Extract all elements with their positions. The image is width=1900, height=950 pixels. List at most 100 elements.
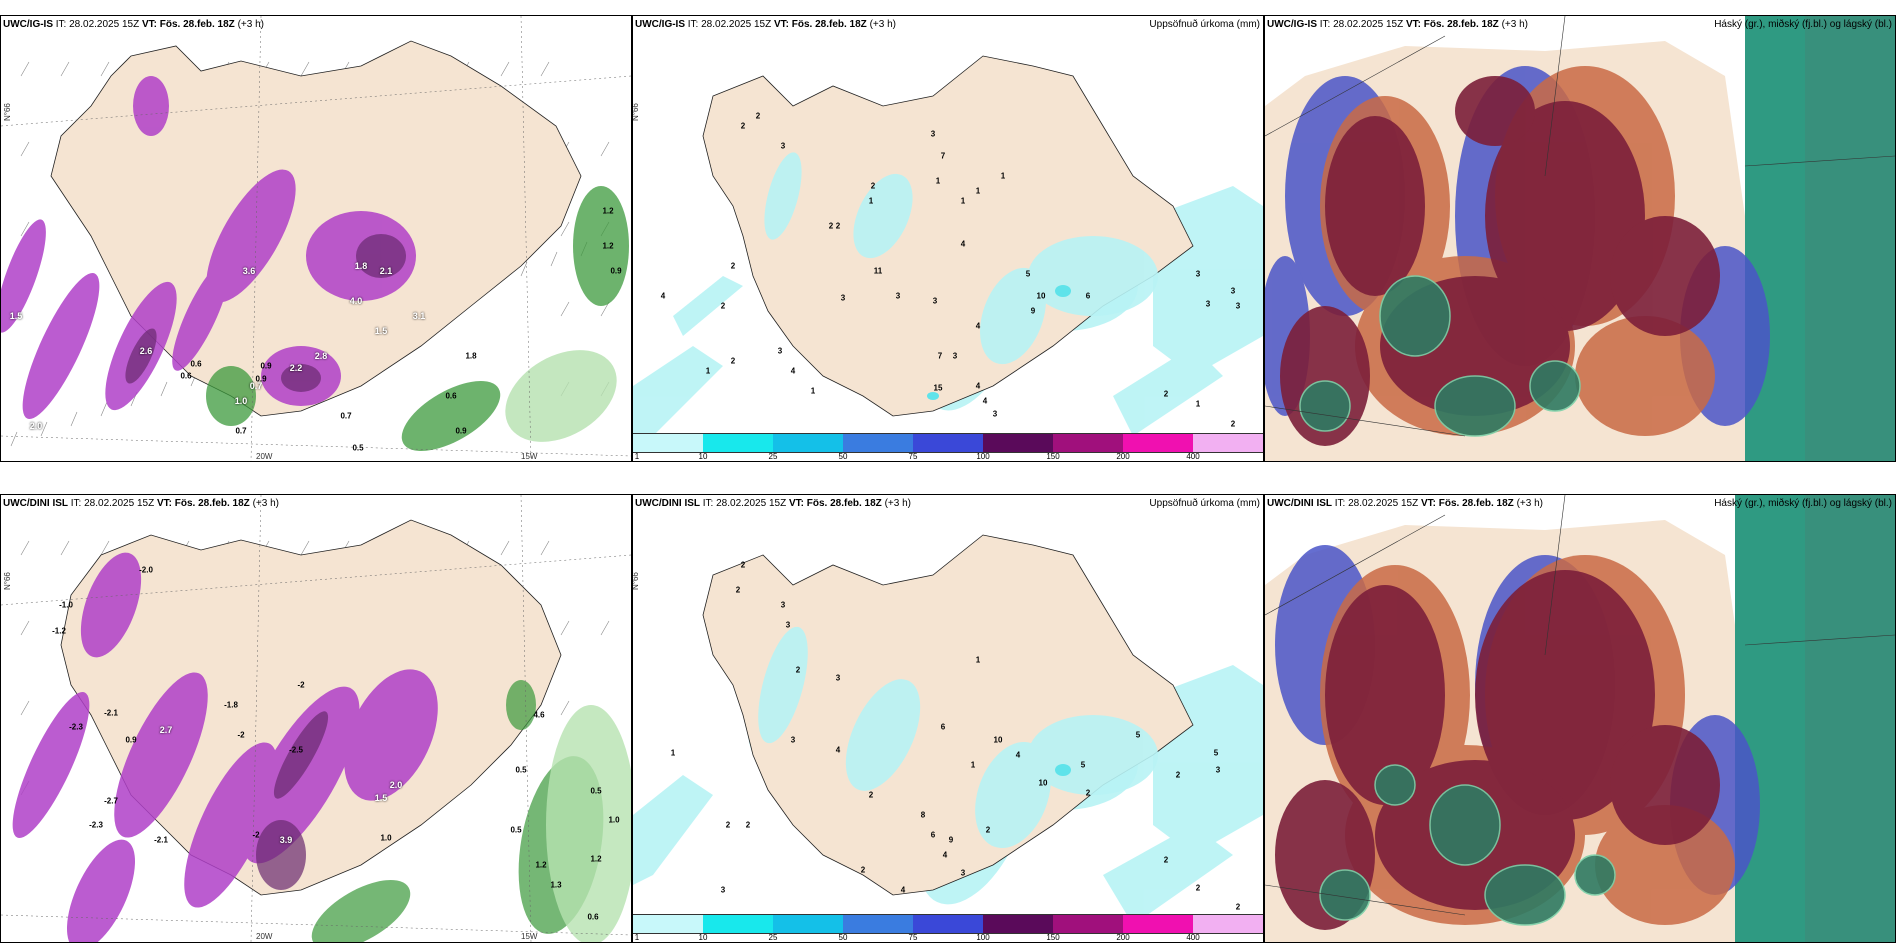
value-label: 5: [1080, 760, 1086, 770]
value-label: 1.0: [234, 396, 248, 406]
panel-title: UWC/IG-IS IT: 28.02.2025 15Z VT: Fös. 28…: [3, 19, 264, 30]
value-label: 1: [705, 366, 711, 376]
value-label: 1: [960, 196, 966, 206]
value-label: 15: [933, 383, 943, 393]
value-label: 1: [1195, 399, 1201, 409]
colorbar-swatch: [1193, 433, 1263, 453]
value-label: 2: [730, 356, 736, 366]
value-label: 4: [660, 291, 666, 301]
value-label: 0.9: [455, 426, 467, 436]
value-label: 3: [992, 409, 998, 419]
value-label: -2: [252, 830, 260, 840]
colorbar-tick: 50: [838, 452, 848, 461]
colorbar-tick: 25: [768, 933, 778, 942]
value-label: 2: [1085, 788, 1091, 798]
colorbar-tick: 75: [908, 452, 918, 461]
value-label: 0.9: [610, 266, 622, 276]
map-top-left: [1, 16, 631, 461]
colorbar-tick: 25: [768, 452, 778, 461]
value-label: 0.6: [180, 371, 192, 381]
colorbar-tick: 400: [1186, 452, 1200, 461]
colorbar-tick: 1: [634, 452, 640, 461]
value-label: 0.6: [190, 359, 202, 369]
value-label: -1.2: [52, 626, 66, 636]
value-label: 3: [1215, 765, 1221, 775]
value-label: 2: [745, 820, 751, 830]
lon-label-20w: 20W: [256, 452, 273, 461]
value-label: 3.1: [412, 311, 426, 321]
value-label: 1.0: [608, 815, 620, 825]
value-label: 10: [993, 735, 1003, 745]
value-label: 5: [1135, 730, 1141, 740]
value-label: -2: [297, 680, 305, 690]
value-label: 2.0: [389, 780, 403, 790]
value-label: 0.7: [235, 426, 247, 436]
value-label: 9: [948, 835, 954, 845]
value-label: 2: [828, 221, 834, 231]
value-label: -2.3: [69, 722, 83, 732]
value-label: 2: [720, 301, 726, 311]
value-label: 2: [740, 560, 746, 570]
value-label: 2: [1195, 883, 1201, 893]
panel-title: UWC/IG-IS IT: 28.02.2025 15Z VT: Fös. 28…: [635, 19, 896, 30]
value-label: 0.5: [352, 443, 364, 453]
panel-bottom-mid: UWC/DINI ISL IT: 28.02.2025 15Z VT: Fös.…: [632, 494, 1264, 943]
value-label: 3: [777, 346, 783, 356]
value-label: 1: [868, 196, 874, 206]
value-label: 3: [720, 885, 726, 895]
colorbar-tick: 10: [698, 452, 708, 461]
colorbar-swatch: [1053, 914, 1124, 934]
value-label: -2.5: [289, 745, 303, 755]
value-label: -2.0: [139, 565, 153, 575]
value-label: 4: [975, 381, 981, 391]
value-label: 1.5: [374, 326, 388, 336]
value-label: 3: [952, 351, 958, 361]
value-label: 2.1: [379, 266, 393, 276]
colorbar-tick: 1: [634, 933, 640, 942]
value-label: 2: [1175, 770, 1181, 780]
colorbar-swatch: [913, 914, 984, 934]
value-label: 3: [780, 600, 786, 610]
colorbar-swatch: [1123, 914, 1194, 934]
value-label: 3: [780, 141, 786, 151]
value-label: -1.8: [224, 700, 238, 710]
value-label: 2: [1163, 855, 1169, 865]
colorbar-tick: 400: [1186, 933, 1200, 942]
colorbar-tick: 200: [1116, 452, 1130, 461]
colorbar-swatch: [913, 433, 984, 453]
map-top-right: [1265, 16, 1895, 461]
lon-label-15w: 15W: [521, 452, 538, 461]
value-label: 4: [982, 396, 988, 406]
value-label: 2.0: [29, 421, 43, 431]
value-label: 2: [725, 820, 731, 830]
value-label: 3: [895, 291, 901, 301]
value-label: -2: [237, 730, 245, 740]
value-label: 8: [920, 810, 926, 820]
field-title: Uppsöfnuð úrkoma (mm): [1149, 498, 1260, 509]
value-label: 7: [940, 151, 946, 161]
value-label: 2: [860, 865, 866, 875]
colorbar-swatch: [983, 914, 1054, 934]
lon-label-15w: 15W: [521, 932, 538, 941]
colorbar-swatch: [843, 914, 914, 934]
value-label: 1.3: [550, 880, 562, 890]
value-label: -2.7: [104, 796, 118, 806]
colorbar-tick: 100: [976, 452, 990, 461]
value-label: 2: [730, 261, 736, 271]
value-label: 4: [942, 850, 948, 860]
value-label: 4: [900, 885, 906, 895]
colorbar-tick: 200: [1116, 933, 1130, 942]
colorbar-tick: 150: [1046, 933, 1060, 942]
value-label: 3: [1230, 286, 1236, 296]
panel-title: UWC/DINI ISL IT: 28.02.2025 15Z VT: Fös.…: [635, 498, 911, 509]
colorbar-swatch: [983, 433, 1054, 453]
colorbar-tick: 100: [976, 933, 990, 942]
colorbar-swatch: [773, 914, 844, 934]
value-label: 4: [835, 745, 841, 755]
value-label: 1: [810, 386, 816, 396]
panel-bottom-left: UWC/DINI ISL IT: 28.02.2025 15Z VT: Fös.…: [0, 494, 632, 943]
value-label: 6: [940, 722, 946, 732]
value-label: 4.6: [533, 710, 545, 720]
colorbar-swatch: [1193, 914, 1263, 934]
lat-label: N°66: [632, 103, 640, 121]
